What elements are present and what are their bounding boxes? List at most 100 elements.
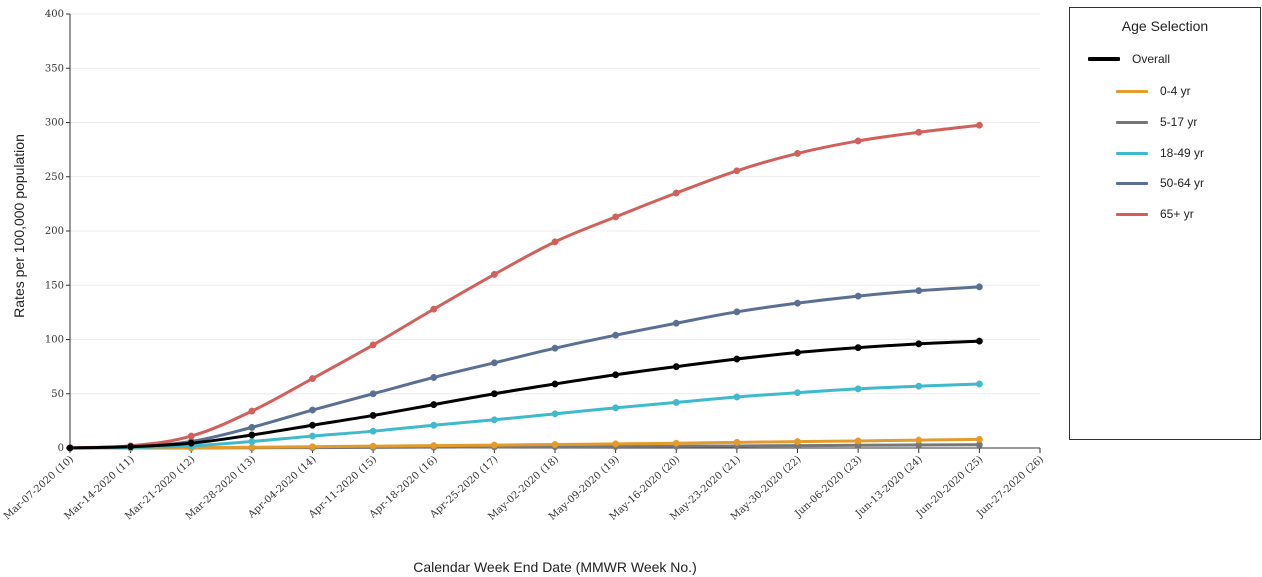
data-point-50-64-yr [369,390,377,398]
legend-label: 18-49 yr [1160,146,1205,160]
legend-label: 0-4 yr [1160,84,1191,98]
data-point-50-64-yr [490,359,498,367]
y-tick-label: 300 [45,118,64,129]
y-tick-label: 200 [45,226,64,237]
data-point-0-4-yr [915,436,923,444]
data-point-overall [430,401,438,409]
data-point-65-yr [612,213,620,221]
data-point-50-64-yr [672,319,680,327]
legend-swatch [1116,89,1148,93]
data-point-50-64-yr [551,344,559,352]
series-line-65-yr [68,123,981,450]
data-point-65-yr [975,121,983,129]
legend: Age Selection Overall 0-4 yr 5-17 yr 18-49 … [1069,7,1261,440]
x-axis-title: Calendar Week End Date (MMWR Week No.) [413,559,696,575]
x-tick-label: Jun-20-2020 (25) [914,454,986,520]
data-point-50-64-yr [915,287,923,295]
data-point-0-4-yr [975,435,983,443]
data-point-50-64-yr [794,299,801,307]
data-point-18-49-yr [490,416,498,424]
y-axis-title: Rates per 100,000 population [11,134,27,318]
data-point-0-4-yr [854,437,862,445]
legend-swatch [1116,151,1148,155]
data-point-18-49-yr [612,404,620,412]
data-point-18-49-yr [309,432,316,440]
y-tick-label: 400 [45,9,64,20]
data-point-18-49-yr [369,427,377,435]
y-tick-label: 100 [45,335,64,346]
data-point-65-yr [551,238,559,246]
data-point-65-yr [794,149,801,157]
data-point-18-49-yr [430,421,438,429]
series-line-overall [68,339,981,450]
legend-label: 65+ yr [1160,207,1194,221]
data-point-18-49-yr [551,410,559,418]
data-point-overall [309,421,316,429]
data-point-0-4-yr [612,440,620,448]
data-point-overall [612,371,620,379]
data-point-65-yr [430,305,438,313]
data-point-65-yr [490,270,498,278]
series-lines [68,123,981,450]
data-point-0-4-yr [309,443,316,451]
data-point-18-49-yr [672,398,680,406]
legend-item-5-17-yr[interactable]: 5-17 yr [1116,115,1197,129]
data-point-65-yr [733,167,741,175]
y-tick-label: 250 [45,172,64,183]
data-point-overall [551,380,559,388]
legend-item-65-yr[interactable]: 65+ yr [1116,207,1194,221]
legend-item-50-64-yr[interactable]: 50-64 yr [1116,176,1204,190]
data-point-overall [490,390,498,398]
legend-swatch [1116,120,1148,124]
data-point-65-yr [369,341,377,349]
y-tick-label: 350 [45,63,64,74]
data-point-0-4-yr [551,441,559,448]
data-point-50-64-yr [430,374,438,381]
data-point-65-yr [672,189,680,197]
y-tick-label: 0 [58,443,64,454]
data-point-18-49-yr [975,380,983,388]
data-point-0-4-yr [794,438,801,446]
series-line-0-4-yr [68,437,981,450]
data-point-18-49-yr [915,382,923,390]
data-point-50-64-yr [854,292,862,300]
legend-item-18-49-yr[interactable]: 18-49 yr [1116,146,1204,160]
data-point-overall [187,439,195,447]
data-point-65-yr [248,407,256,415]
data-point-overall [369,412,377,419]
data-point-0-4-yr [733,438,741,446]
data-point-50-64-yr [612,331,620,339]
data-point-overall [66,444,74,452]
legend-label: Overall [1132,52,1171,66]
legend-label: 5-17 yr [1160,115,1198,129]
legend-item-overall[interactable]: Overall [1088,52,1170,66]
data-point-overall [915,340,923,348]
gridlines [70,13,1040,395]
data-point-18-49-yr [248,438,256,445]
data-point-65-yr [854,137,862,145]
data-point-overall [854,344,862,352]
series-points [66,121,983,452]
data-point-0-4-yr [248,443,256,451]
data-point-50-64-yr [248,423,256,431]
data-point-18-49-yr [733,393,741,401]
x-tick-label: Jun-06-2020 (23) [792,454,864,520]
legend-swatch [1116,181,1148,185]
data-point-18-49-yr [794,389,801,397]
data-point-overall [672,363,680,371]
data-point-overall [733,355,741,363]
data-point-overall [127,443,135,451]
legend-title: Age Selection [1121,18,1209,34]
data-point-50-64-yr [309,406,316,414]
legend-item-0-4-yr[interactable]: 0-4 yr [1116,84,1191,98]
y-tick-label: 150 [45,280,64,291]
x-tick-label: Jun-13-2020 (24) [853,454,925,520]
data-point-0-4-yr [490,441,498,449]
legend-swatch [1116,212,1148,216]
data-point-overall [794,349,801,356]
legend-swatch [1088,57,1120,61]
data-point-0-4-yr [430,442,438,450]
y-tick-label: 50 [51,389,64,400]
series-line-18-49-yr [68,382,981,450]
